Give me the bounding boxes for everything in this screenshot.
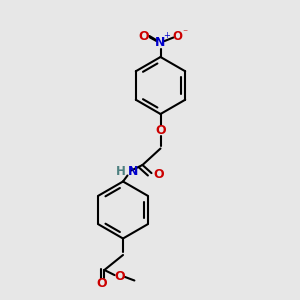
Text: N: N [128,164,138,178]
Text: O: O [155,124,166,137]
Text: O: O [115,269,125,283]
Text: O: O [154,167,164,181]
Text: ⁻: ⁻ [182,28,187,39]
Text: N: N [155,35,166,49]
Text: +: + [163,32,170,40]
Text: O: O [139,29,149,43]
Text: O: O [96,277,107,290]
Text: H: H [116,164,126,178]
Text: O: O [172,29,182,43]
